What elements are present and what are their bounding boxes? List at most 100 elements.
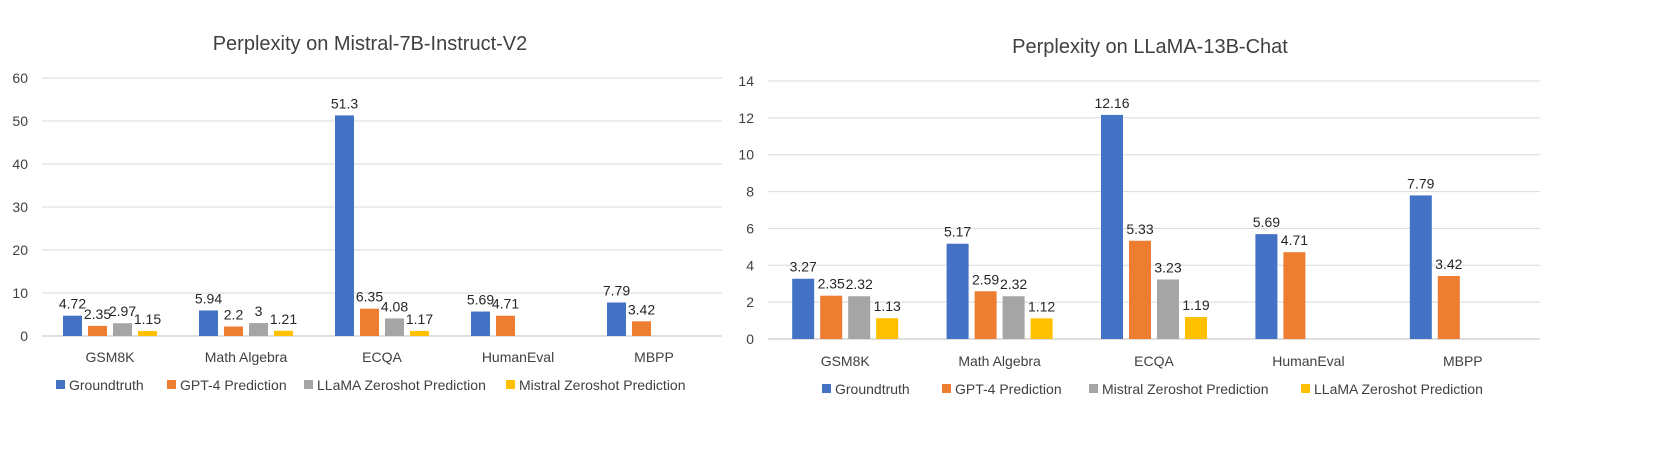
data-label: 2.2 xyxy=(224,307,244,323)
data-label: 4.71 xyxy=(1281,232,1308,248)
x-category-label: ECQA xyxy=(1134,353,1174,369)
bar-math-algebra-series-4 xyxy=(274,330,293,336)
bar-gsm8k-series-4 xyxy=(138,331,157,336)
x-category-label: MBPP xyxy=(1443,353,1483,369)
legend-swatch xyxy=(822,384,831,393)
y-tick-label: 40 xyxy=(12,156,28,172)
legend-label: Mistral Zeroshot Prediction xyxy=(1102,381,1269,397)
bar-gsm8k-series-3 xyxy=(848,296,871,339)
data-label: 2.59 xyxy=(972,271,999,287)
data-label: 2.97 xyxy=(109,303,136,319)
data-label: 1.19 xyxy=(1182,297,1209,313)
data-label: 3.27 xyxy=(790,259,817,275)
y-tick-label: 8 xyxy=(746,184,754,200)
bar-mbpp-series-2 xyxy=(632,321,651,336)
data-label: 1.17 xyxy=(406,311,433,327)
x-category-label: ECQA xyxy=(362,349,402,365)
x-category-label: Math Algebra xyxy=(205,349,288,365)
bar-ecqa-series-1 xyxy=(1101,114,1123,339)
bar-humaneval-series-2 xyxy=(496,315,515,336)
bar-gsm8k-series-4 xyxy=(876,318,899,339)
bar-mbpp-series-2 xyxy=(1437,275,1460,339)
legend-swatch xyxy=(942,384,951,393)
bar-gsm8k-series-2 xyxy=(88,325,107,336)
x-category-label: GSM8K xyxy=(85,349,135,365)
data-label: 4.08 xyxy=(381,298,408,314)
data-label: 1.21 xyxy=(270,311,297,327)
bar-ecqa-series-3 xyxy=(1157,279,1179,339)
data-label: 5.69 xyxy=(1253,214,1280,230)
data-label: 1.13 xyxy=(874,298,901,314)
legend-label: Groundtruth xyxy=(69,377,144,393)
data-label: 6.35 xyxy=(356,289,383,305)
y-tick-label: 6 xyxy=(746,220,754,236)
bar-math-algebra-series-1 xyxy=(199,310,218,336)
bar-gsm8k-series-2 xyxy=(820,295,843,339)
y-tick-label: 10 xyxy=(738,147,754,163)
legend-swatch xyxy=(56,380,65,389)
x-category-label: MBPP xyxy=(634,349,674,365)
y-tick-label: 0 xyxy=(20,328,28,344)
legend-label: GPT-4 Prediction xyxy=(180,377,287,393)
bar-math-algebra-series-4 xyxy=(1030,318,1053,339)
y-tick-label: 14 xyxy=(738,73,754,89)
chart-title: Perplexity on Mistral-7B-Instruct-V2 xyxy=(213,33,528,55)
legend-label: Mistral Zeroshot Prediction xyxy=(519,377,686,393)
x-category-label: HumanEval xyxy=(482,349,554,365)
data-label: 2.35 xyxy=(84,306,111,322)
y-tick-label: 60 xyxy=(12,70,28,86)
bar-ecqa-series-2 xyxy=(360,308,379,336)
data-label: 5.94 xyxy=(195,290,222,306)
data-label: 3.42 xyxy=(628,301,655,317)
data-label: 3 xyxy=(255,303,263,319)
bar-humaneval-series-2 xyxy=(1283,252,1306,339)
data-label: 3.42 xyxy=(1435,256,1462,272)
data-label: 5.33 xyxy=(1126,221,1153,237)
data-label: 7.79 xyxy=(603,283,630,299)
data-label: 51.3 xyxy=(331,95,358,111)
data-label: 4.71 xyxy=(492,296,519,312)
chart-1: Perplexity on Mistral-7B-Instruct-V2 0 10 2… xyxy=(12,33,722,393)
legend-label: LLaMA Zeroshot Prediction xyxy=(317,377,486,393)
x-category-label: Math Algebra xyxy=(958,353,1041,369)
bar-gsm8k-series-3 xyxy=(113,323,132,336)
bar-ecqa-series-4 xyxy=(410,330,429,336)
y-tick-label: 12 xyxy=(738,110,754,126)
chart-title: Perplexity on LLaMA-13B-Chat xyxy=(1012,36,1288,58)
y-tick-label: 2 xyxy=(746,294,754,310)
chart-2: Perplexity on LLaMA-13B-Chat 0 2 4 6 8 10 12 14 3… xyxy=(738,36,1540,397)
legend-swatch xyxy=(304,380,313,389)
y-tick-label: 30 xyxy=(12,199,28,215)
data-label: 5.17 xyxy=(944,224,971,240)
data-label: 2.32 xyxy=(1000,276,1027,292)
x-category-label: GSM8K xyxy=(821,353,871,369)
y-tick-label: 4 xyxy=(746,257,754,273)
bar-math-algebra-series-1 xyxy=(946,243,969,339)
legend-swatch xyxy=(1301,384,1310,393)
bar-gsm8k-series-1 xyxy=(792,278,815,339)
bar-ecqa-series-2 xyxy=(1129,240,1151,339)
y-tick-label: 0 xyxy=(746,331,754,347)
data-label: 2.32 xyxy=(846,276,873,292)
bar-humaneval-series-1 xyxy=(471,311,490,336)
y-tick-label: 50 xyxy=(12,113,28,129)
data-label: 4.72 xyxy=(59,296,86,312)
bar-math-algebra-series-3 xyxy=(1002,296,1025,339)
bar-math-algebra-series-3 xyxy=(249,323,268,336)
bar-mbpp-series-1 xyxy=(607,302,626,336)
x-category-label: HumanEval xyxy=(1272,353,1344,369)
bar-humaneval-series-1 xyxy=(1255,234,1278,339)
legend-swatch xyxy=(167,380,176,389)
bar-math-algebra-series-2 xyxy=(974,291,997,339)
legend-swatch xyxy=(506,380,515,389)
data-label: 1.15 xyxy=(134,311,161,327)
bar-ecqa-series-4 xyxy=(1185,317,1207,339)
data-label: 5.69 xyxy=(467,292,494,308)
data-label: 7.79 xyxy=(1407,175,1434,191)
data-label: 1.12 xyxy=(1028,298,1055,314)
data-label: 12.16 xyxy=(1094,95,1129,111)
legend-label: GPT-4 Prediction xyxy=(955,381,1062,397)
bar-ecqa-series-3 xyxy=(385,318,404,336)
